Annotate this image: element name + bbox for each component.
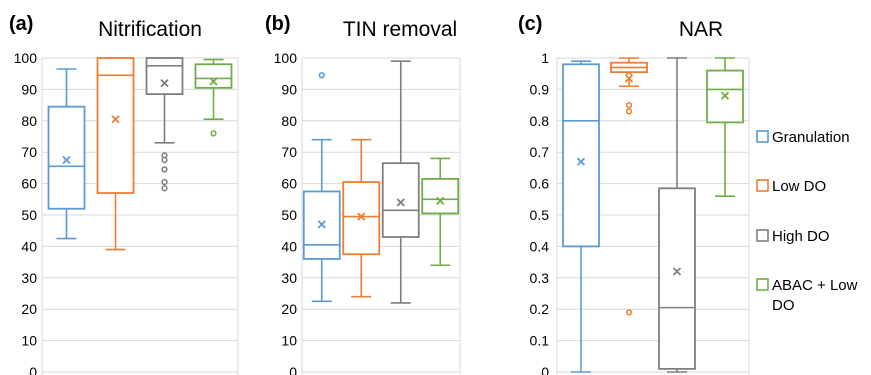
- y-tick-label: 70: [281, 144, 297, 160]
- legend-label: DO: [772, 297, 795, 314]
- chart-panel-1: 0 10 20 30 40 50 60 70 80 90 100 (a) Nitrification: [9, 13, 239, 375]
- outlier-point: [210, 130, 217, 137]
- y-tick-label: 0: [29, 364, 37, 375]
- y-tick-label: 40: [21, 238, 37, 254]
- y-tick-label: 100: [274, 50, 298, 66]
- legend-swatch: [756, 130, 769, 143]
- box-low-do: [96, 57, 135, 251]
- iqr-box: [381, 162, 420, 238]
- panel-title: Nitrification: [98, 18, 202, 41]
- chart-panel-3: 0 0.1 0.2 0.3 0.4 0.5 0.6 0.7 0.8 0.9 1 (c) NAR: [518, 13, 750, 375]
- y-tick-label: 0.2: [530, 301, 550, 317]
- y-tick-label: 80: [281, 113, 297, 129]
- y-tick-label: 50: [21, 207, 37, 223]
- y-tick-label: 1: [541, 50, 549, 66]
- mean-marker: [576, 157, 586, 166]
- panel-title: TIN removal: [343, 18, 457, 41]
- box-low-do: [342, 138, 381, 298]
- y-tick-label: 0.6: [530, 176, 550, 192]
- outlier-point: [161, 178, 168, 186]
- legend-item-granulation: Granulation: [756, 129, 850, 146]
- y-tick-label: 60: [21, 176, 37, 192]
- panel-letter: (c): [518, 13, 542, 35]
- legend-swatch: [756, 179, 769, 192]
- outlier-point: [625, 101, 633, 109]
- mean-marker: [317, 220, 326, 229]
- legend-label: Granulation: [772, 129, 850, 146]
- box-abac-low-do: [421, 157, 460, 267]
- y-tick-label: 20: [281, 301, 297, 317]
- y-tick-label: 0.5: [530, 207, 550, 223]
- box-low-do: [610, 57, 648, 316]
- legend-item-abac-low-do: ABAC + Low DO: [756, 277, 858, 314]
- iqr-box: [194, 63, 233, 89]
- panel-letter: (a): [9, 13, 33, 35]
- panel-title: NAR: [679, 18, 723, 41]
- y-tick-label: 40: [281, 238, 297, 254]
- iqr-box: [96, 57, 135, 194]
- panel-letter: (b): [265, 13, 291, 35]
- y-tick-label: 70: [21, 144, 37, 160]
- y-tick-label: 10: [281, 333, 297, 349]
- y-tick-label: 0.3: [530, 270, 550, 286]
- iqr-box: [562, 63, 600, 248]
- y-tick-label: 0.8: [530, 113, 550, 129]
- iqr-box: [47, 105, 86, 210]
- y-tick-label: 30: [281, 270, 297, 286]
- iqr-box: [342, 181, 381, 256]
- mean-marker: [396, 198, 405, 207]
- iqr-box: [658, 187, 696, 370]
- mean-marker: [111, 115, 120, 124]
- legend-item-low-do: Low DO: [756, 178, 826, 195]
- box-granulation: [562, 60, 600, 373]
- box-high-do: [658, 57, 696, 373]
- y-tick-label: 80: [21, 113, 37, 129]
- outlier-point: [161, 156, 168, 164]
- iqr-box: [421, 177, 460, 215]
- y-tick-label: 50: [281, 207, 297, 223]
- y-tick-label: 0.1: [530, 333, 550, 349]
- mean-marker: [357, 212, 366, 221]
- mean-marker: [672, 267, 682, 276]
- y-tick-label: 0.9: [530, 81, 550, 97]
- mean-marker: [160, 78, 169, 88]
- legend: Granulation Low DO High DO ABAC + Low DO: [756, 129, 858, 314]
- legend-label: High DO: [772, 228, 830, 245]
- box-high-do: [381, 60, 420, 304]
- legend-swatch: [756, 278, 769, 291]
- outlier-point: [625, 309, 633, 316]
- y-tick-label: 100: [14, 50, 38, 66]
- legend-label: Low DO: [772, 178, 826, 195]
- box-granulation: [47, 68, 86, 240]
- mean-marker: [436, 196, 445, 206]
- outlier-point: [161, 166, 168, 173]
- outlier-point: [161, 185, 168, 192]
- legend-label: ABAC + Low: [772, 277, 858, 294]
- outlier-point: [625, 108, 633, 115]
- outlier-point: [318, 72, 325, 79]
- y-tick-label: 60: [281, 176, 297, 192]
- mean-marker: [62, 155, 71, 165]
- legend-item-high-do: High DO: [756, 228, 830, 245]
- box-abac-low-do: [706, 57, 744, 197]
- outlier-point: [625, 72, 633, 79]
- legend-swatch: [756, 229, 769, 242]
- y-tick-label: 0: [541, 364, 549, 375]
- box-granulation: [302, 72, 341, 303]
- y-tick-label: 0.7: [530, 144, 550, 160]
- y-tick-label: 0.4: [530, 238, 550, 254]
- mean-marker: [209, 77, 218, 86]
- box-high-do: [145, 57, 184, 192]
- box-abac-low-do: [194, 58, 233, 137]
- y-tick-label: 0: [289, 364, 297, 375]
- y-tick-label: 90: [281, 81, 297, 97]
- y-tick-label: 30: [21, 270, 37, 286]
- y-tick-label: 20: [21, 301, 37, 317]
- iqr-box: [145, 57, 184, 96]
- y-tick-label: 10: [21, 333, 37, 349]
- mean-marker: [720, 91, 730, 100]
- chart-panel-2: 0 10 20 30 40 50 60 70 80 90 100 (b) TIN removal: [265, 13, 461, 375]
- y-tick-label: 90: [21, 81, 37, 97]
